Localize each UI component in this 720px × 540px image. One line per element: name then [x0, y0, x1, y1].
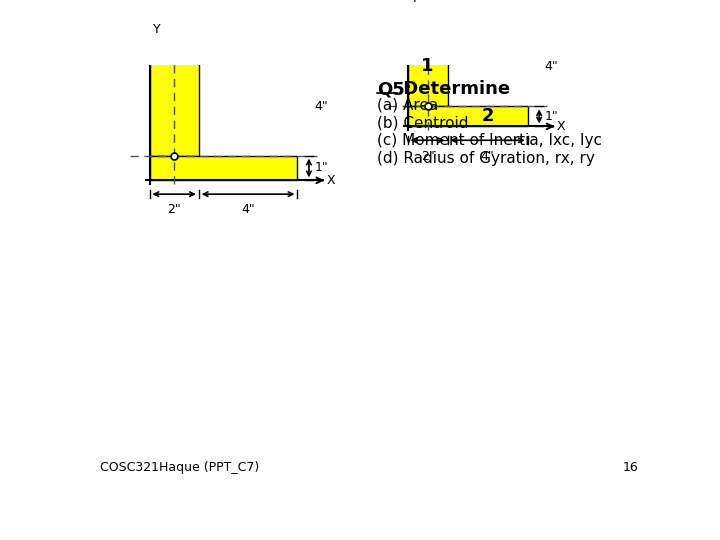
Text: (b) Centroid: (b) Centroid [377, 116, 468, 131]
Text: 4": 4" [241, 204, 255, 217]
Text: 1": 1" [544, 110, 558, 123]
Bar [408, 106, 528, 126]
Text: 4": 4" [481, 150, 495, 163]
Text: 4": 4" [544, 60, 558, 73]
Text: Q5:: Q5: [377, 80, 412, 98]
Bar [150, 57, 199, 156]
Text: X: X [557, 120, 565, 133]
Text: (d) Radius of Gyration, rx, ry: (d) Radius of Gyration, rx, ry [377, 151, 595, 166]
Text: 4": 4" [315, 100, 328, 113]
Text: 16: 16 [623, 462, 639, 475]
Text: 1: 1 [421, 57, 433, 76]
Text: 2: 2 [482, 107, 494, 125]
Text: X: X [327, 174, 336, 187]
Text: COSC321Haque (PPT_C7): COSC321Haque (PPT_C7) [99, 462, 258, 475]
Text: Y: Y [410, 0, 418, 5]
Text: Y: Y [153, 23, 161, 36]
Text: 2": 2" [167, 204, 181, 217]
Text: 2": 2" [420, 150, 434, 163]
Bar [408, 26, 448, 106]
Text: (a) Area: (a) Area [377, 98, 438, 113]
Bar [150, 156, 297, 180]
Text: 1": 1" [315, 161, 328, 174]
Text: (c) Moment of Inertia, Ixc, Iyc: (c) Moment of Inertia, Ixc, Iyc [377, 133, 602, 148]
Text: Determine: Determine [397, 80, 510, 98]
